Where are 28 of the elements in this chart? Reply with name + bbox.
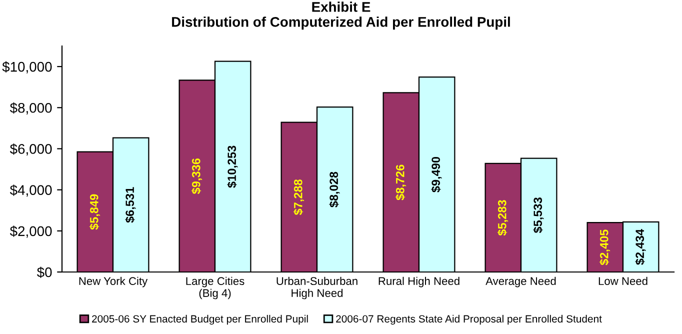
y-tick-label: $0: [36, 266, 52, 278]
data-label: $7,288: [293, 179, 304, 216]
x-tick-label: New York City: [79, 276, 148, 288]
legend-label: 2006-07 Regents State Aid Proposal per Enrolled Student: [336, 314, 602, 325]
data-label: $10,253: [227, 146, 238, 188]
chart-title: Exhibit E: [312, 2, 370, 12]
data-label: $5,533: [533, 198, 544, 234]
data-label: $2,405: [599, 230, 610, 266]
y-tick-label: $10,000: [2, 61, 52, 74]
data-label: $9,336: [191, 158, 202, 194]
data-label: $6,531: [125, 187, 136, 223]
y-tick-label: $8,000: [10, 102, 52, 114]
x-tick-label: Low Need: [598, 276, 648, 286]
data-label: $8,726: [395, 164, 406, 200]
y-tick-label: $6,000: [10, 143, 52, 156]
x-tick-label: Average Need: [486, 276, 556, 288]
chart-subtitle: Distribution of Computerized Aid per Enrolled Pupil: [172, 16, 510, 30]
x-tick-label: Rural High Need: [378, 276, 460, 288]
data-label: $9,490: [431, 156, 442, 192]
data-label: $5,849: [89, 194, 100, 230]
legend-label: 2005-06 SY Enacted Budget per Enrolled Pupil: [92, 314, 308, 325]
data-label: $8,028: [329, 172, 340, 208]
x-tick-label: Urban-Suburban High Need: [276, 276, 358, 300]
y-tick-label: $4,000: [10, 184, 52, 197]
y-tick-label: $2,000: [10, 226, 52, 238]
data-label: $5,283: [497, 200, 508, 236]
data-label: $2,434: [635, 229, 646, 265]
x-tick-label: Large Cities (Big 4): [186, 276, 244, 300]
